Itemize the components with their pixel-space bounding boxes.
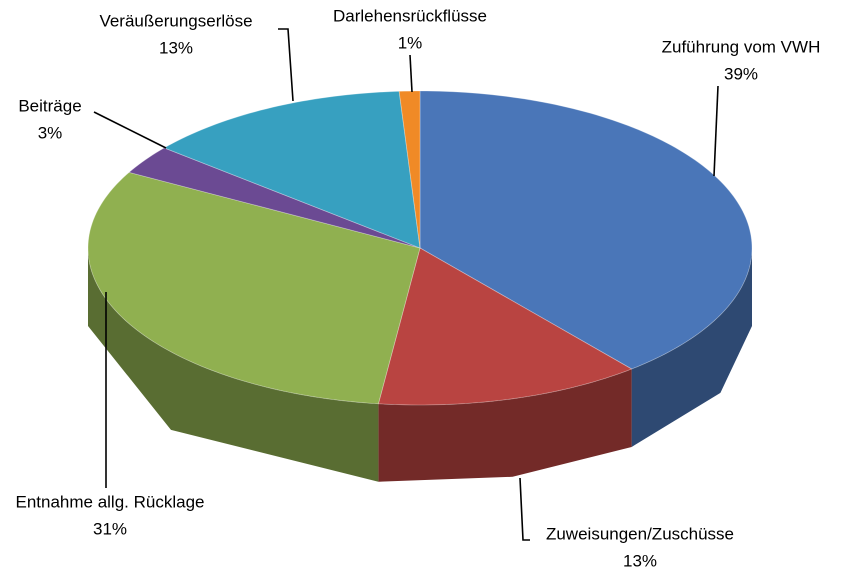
- slice-side: [88, 248, 379, 482]
- slice-value-label: 31%: [93, 519, 127, 538]
- slice-value-label: 13%: [623, 551, 657, 570]
- leader-line: [93, 111, 167, 149]
- slice-side: [378, 368, 632, 482]
- labels: Zuführung vom VWH 39% Zuweisungen/Zuschüss…: [15, 6, 820, 570]
- leader-line: [409, 54, 413, 93]
- leader-line: [278, 28, 294, 102]
- slice-label: Entnahme allg. Rücklage: [15, 492, 204, 511]
- slice-label: Zuführung vom VWH: [662, 37, 821, 56]
- slice: [87, 171, 421, 405]
- slice-label: Beiträge: [18, 96, 81, 115]
- leader-line: [519, 477, 530, 541]
- slice-value-label: 39%: [724, 64, 758, 83]
- slice: [419, 90, 753, 370]
- slice-value-label: 1%: [398, 33, 423, 52]
- leader-line: [713, 85, 719, 177]
- slice-value-label: 13%: [159, 38, 193, 57]
- slice-label: Veräußerungserlöse: [99, 11, 252, 30]
- slice-side: [631, 248, 752, 447]
- slice: [377, 247, 633, 406]
- slice-value-label: 3%: [38, 123, 63, 142]
- slice-label: Zuweisungen/Zuschüsse: [546, 524, 734, 543]
- pie-sides: [88, 248, 752, 482]
- slice: [163, 90, 421, 249]
- pie-tops: [87, 90, 753, 406]
- slice: [398, 90, 421, 249]
- slice: [128, 147, 421, 249]
- slice-label: Darlehensrückflüsse: [333, 6, 487, 25]
